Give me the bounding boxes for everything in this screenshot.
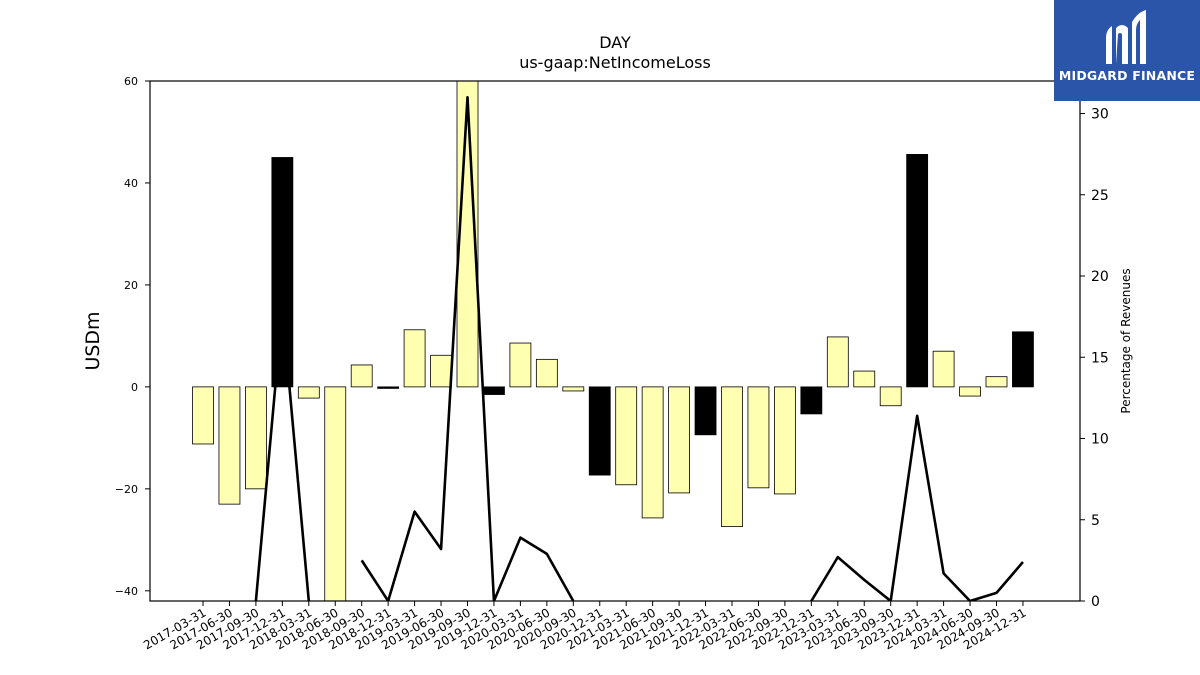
bar [906, 154, 929, 388]
bar [535, 358, 558, 388]
bar [959, 386, 981, 397]
bar [985, 376, 1008, 388]
bar [800, 386, 823, 415]
bar-series [192, 80, 1034, 602]
bar [430, 354, 452, 388]
bar [509, 342, 532, 388]
plot-frame [149, 80, 1081, 602]
y2-tick-label: 20 [1091, 269, 1109, 285]
y-tick-label: 0 [131, 381, 138, 394]
y2-tick-label: 0 [1091, 594, 1100, 610]
chart-title: DAY [599, 33, 631, 52]
y2-tick-label: 5 [1091, 513, 1100, 529]
bar [694, 386, 717, 436]
bar [324, 386, 347, 602]
x-axis: 2017-03-312017-06-302017-09-302017-12-31… [141, 601, 1028, 652]
line-series [254, 95, 1024, 601]
logo-text: MIDGARD FINANCE [1058, 68, 1196, 83]
y2-tick-label: 10 [1091, 432, 1109, 448]
midgard-m-logo-icon [1106, 10, 1146, 64]
bar [192, 386, 214, 445]
bar [403, 329, 426, 388]
y-axis-left: −40 −20 0 20 40 60 [115, 75, 150, 598]
y-axis-right: 0 5 10 15 20 25 30 [1080, 107, 1109, 610]
chart-subtitle: us-gaap:NetIncomeLoss [519, 53, 711, 72]
y-tick-label: 20 [124, 279, 138, 292]
bar [641, 386, 664, 519]
bar [271, 157, 294, 388]
y-axis-label: USDm [82, 311, 104, 370]
bar [668, 386, 690, 494]
bar [826, 336, 849, 388]
bar [483, 386, 505, 395]
y-tick-label: −40 [115, 585, 138, 598]
bar [747, 386, 770, 489]
bar [774, 386, 796, 495]
bar [932, 350, 955, 388]
bar [615, 386, 638, 486]
y-tick-label: −20 [115, 483, 138, 496]
line-segment [360, 95, 575, 601]
bar [350, 364, 373, 388]
bar [588, 386, 611, 476]
bar [218, 386, 241, 505]
y-tick-label: 60 [124, 75, 138, 88]
bar [879, 386, 902, 407]
logo: MIDGARD FINANCE [1054, 0, 1200, 101]
line-segment [810, 414, 1024, 601]
y2-tick-label: 25 [1091, 188, 1109, 204]
bar [853, 370, 876, 388]
bar [297, 386, 320, 399]
y2-axis-label: Percentage of Revenues [1119, 268, 1133, 413]
bar [1012, 331, 1034, 388]
line-segment [254, 307, 311, 601]
y2-tick-label: 30 [1091, 107, 1109, 123]
bar [721, 386, 743, 527]
y2-tick-label: 15 [1091, 350, 1109, 366]
bar [377, 386, 400, 389]
y-tick-label: 40 [124, 177, 138, 190]
bar [562, 386, 585, 392]
bar [244, 386, 267, 490]
